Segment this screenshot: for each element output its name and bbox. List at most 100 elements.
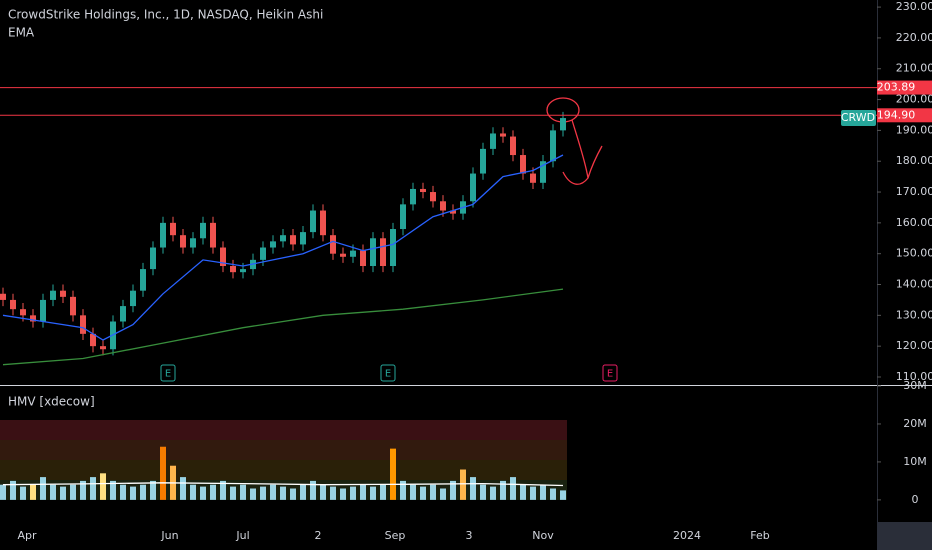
indicator-line (2, 154, 564, 341)
volume-bar (130, 486, 136, 500)
ticker-label: CRWD (841, 111, 875, 124)
candle-body (450, 210, 456, 214)
indicator-line (2, 288, 564, 366)
candle-body (160, 222, 166, 248)
candle-body (170, 222, 176, 236)
volume-bar (490, 486, 496, 500)
candle-body (360, 250, 366, 267)
volume-bar (240, 484, 246, 500)
x-tick-label: Apr (17, 529, 37, 542)
y-tick-label: 180.00 (896, 154, 932, 167)
volume-bar (480, 484, 486, 500)
volume-bar (400, 480, 406, 500)
y-tick-label: 120.00 (896, 339, 932, 352)
volume-bar (150, 480, 156, 500)
volume-bar (200, 486, 206, 500)
price-level-tag (877, 108, 932, 123)
volume-bar (210, 484, 216, 500)
candle-body (410, 188, 416, 205)
candle-body (230, 266, 236, 273)
volume-bar (230, 486, 236, 500)
indicator-line (2, 482, 564, 487)
volume-bar (500, 480, 506, 500)
candle-body (60, 290, 66, 297)
volume-bar (430, 484, 436, 500)
volume-bar (260, 486, 266, 500)
earnings-marker (602, 364, 618, 382)
volume-bar (160, 446, 166, 500)
volume-bar (0, 484, 6, 500)
y-tick-label: 210.00 (896, 62, 932, 75)
y-tick-label: 190.00 (896, 123, 932, 136)
corner-box (877, 522, 932, 550)
heat-band (0, 440, 567, 460)
volume-bar (250, 488, 256, 500)
candle-body (480, 148, 486, 174)
earnings-label: E (165, 369, 171, 380)
volume-bar (450, 480, 456, 500)
volume-bar (190, 484, 196, 500)
volume-bar (540, 484, 546, 500)
volume-bar (420, 486, 426, 500)
candle-body (100, 346, 106, 350)
volume-bar (10, 480, 16, 500)
price-level-label: 194.90 (877, 108, 916, 121)
candle-body (40, 299, 46, 322)
candle-body (500, 133, 506, 137)
volume-bar (350, 486, 356, 500)
candle-body (260, 247, 266, 260)
earnings-label: E (607, 369, 613, 380)
volume-bar (290, 488, 296, 500)
chart-title: CrowdStrike Holdings, Inc., 1D, NASDAQ, … (8, 8, 323, 22)
candle-body (280, 235, 286, 242)
volume-bar (310, 480, 316, 500)
candle-body (520, 155, 526, 174)
volume-bar (110, 480, 116, 500)
candle-body (430, 192, 436, 202)
candle-body (340, 253, 346, 257)
volume-bar (380, 484, 386, 500)
volume-bar (470, 477, 476, 500)
volume-bar (340, 488, 346, 500)
candle-body (300, 232, 306, 245)
candle-body (30, 315, 36, 322)
volume-bar (440, 488, 446, 500)
candle-body (290, 235, 296, 245)
candle-body (20, 309, 26, 316)
x-tick-label: 3 (466, 529, 473, 542)
candle-body (140, 269, 146, 291)
volume-bar (80, 480, 86, 500)
volume-bar (270, 484, 276, 500)
volume-bar (140, 484, 146, 500)
annotation-arrow (562, 119, 603, 185)
y-tick-label: 140.00 (896, 278, 932, 291)
volume-bar (530, 486, 536, 500)
candle-body (320, 210, 326, 236)
candle-body (210, 222, 216, 248)
candle-body (440, 201, 446, 211)
x-tick-label: Jun (160, 529, 178, 542)
candle-body (130, 290, 136, 307)
candle-body (180, 235, 186, 248)
volume-bar (120, 484, 126, 500)
x-tick-label: Sep (385, 529, 406, 542)
candle-body (350, 250, 356, 257)
heat-band (0, 420, 567, 440)
candle-body (120, 306, 126, 322)
volume-bar (30, 484, 36, 500)
volume-bar (100, 473, 106, 500)
volume-bar (550, 488, 556, 500)
volume-bar (560, 490, 566, 500)
y-tick-label: 110.00 (896, 370, 932, 383)
y-tick-label: 160.00 (896, 216, 932, 229)
candle-body (10, 299, 16, 310)
x-tick-label: 2024 (673, 529, 701, 542)
candle-body (150, 247, 156, 270)
volume-bar (60, 486, 66, 500)
candle-body (550, 130, 556, 162)
candle-body (560, 118, 566, 131)
volume-bar (370, 486, 376, 500)
y-tick-label: 230.00 (896, 0, 932, 13)
volume-bar (300, 484, 306, 500)
